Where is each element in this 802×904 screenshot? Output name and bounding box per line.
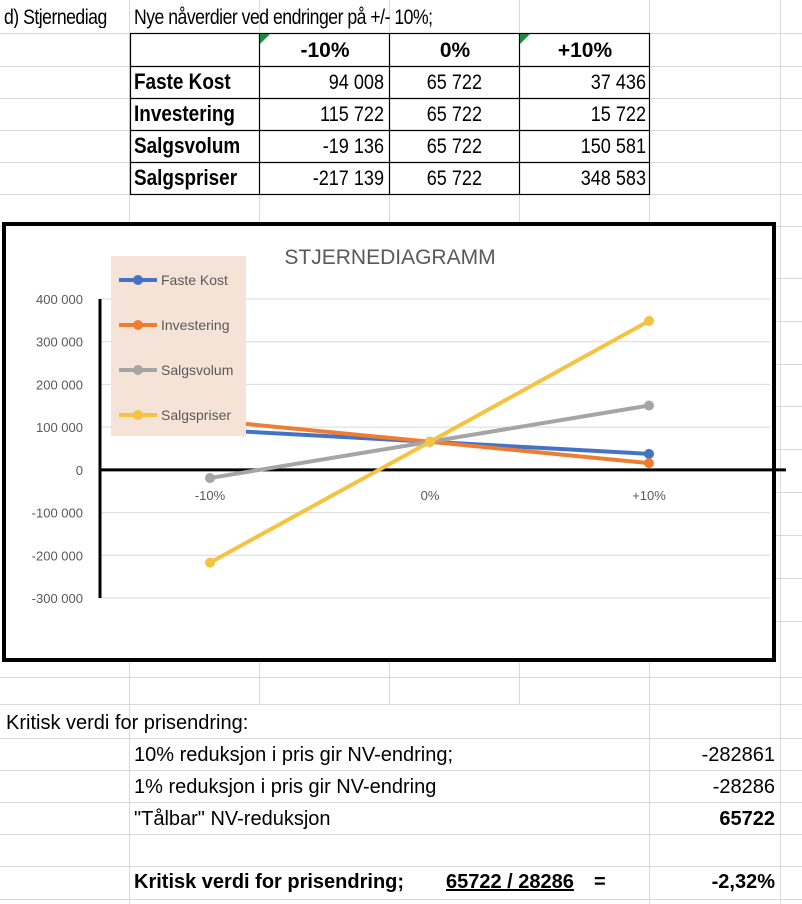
table-cell: 65 722 (426, 135, 482, 158)
data-point[interactable] (644, 458, 654, 469)
data-point[interactable] (205, 473, 215, 484)
row-label-salgspriser: Salgspriser (134, 165, 238, 190)
critical-result-value: -2,32% (711, 871, 775, 893)
table-cell: 37 436 (590, 71, 646, 94)
table-cell: 115 722 (320, 103, 384, 126)
y-tick-label: 0 (76, 463, 83, 478)
column-header-0: 0% (439, 39, 471, 62)
table-cell: 94 008 (328, 71, 384, 94)
data-point[interactable] (644, 400, 654, 411)
y-tick-label: 200 000 (36, 377, 83, 392)
table-cell: 65 722 (426, 71, 482, 94)
x-tick-label: +10% (632, 488, 666, 503)
legend-entry: Salgspriser (161, 407, 231, 423)
legend-marker (133, 320, 143, 330)
chart-title: STJERNEDIAGRAMM (284, 246, 495, 269)
table-cell: 65 722 (426, 167, 482, 190)
y-tick-label: -100 000 (32, 506, 83, 521)
x-tick-label: 0% (421, 488, 440, 503)
critical-result-label: Kritisk verdi for prisendring; (134, 871, 405, 893)
critical-result-formula: 65722 / 28286 (446, 871, 574, 893)
row-label-investering: Investering (134, 101, 235, 126)
table-cell: 348 583 (580, 167, 646, 190)
table-cell: 65 722 (426, 103, 482, 126)
data-point[interactable] (205, 557, 215, 568)
section-label: d) Stjernediag (4, 7, 107, 28)
data-point[interactable] (644, 315, 654, 326)
critical-heading: Kritisk verdi for prisendring: (6, 712, 249, 734)
chart-legend (111, 256, 246, 436)
critical-row-label: "Tålbar" NV-reduksjon (134, 808, 331, 830)
y-tick-label: -300 000 (32, 591, 83, 606)
row-label-faste-kost: Faste Kost (134, 69, 231, 94)
table-cell: 15 722 (590, 103, 646, 126)
y-tick-label: 100 000 (36, 420, 83, 435)
column-header-plus10: +10% (557, 39, 613, 62)
column-header-minus10: -10% (300, 39, 350, 62)
y-tick-label: -200 000 (32, 548, 83, 563)
critical-row-value: -28286 (712, 776, 775, 798)
critical-row-value: -282861 (701, 744, 775, 766)
legend-marker (133, 275, 143, 285)
table-cell: 150 581 (580, 135, 646, 158)
y-tick-label: 300 000 (36, 335, 83, 350)
critical-row-label: 10% reduksjon i pris gir NV-endring; (134, 744, 454, 766)
legend-entry: Salgsvolum (161, 362, 233, 378)
table-cell: -217 139 (312, 167, 384, 190)
legend-entry: Investering (161, 317, 229, 333)
legend-entry: Faste Kost (161, 272, 228, 288)
data-point[interactable] (425, 436, 435, 447)
data-point[interactable] (644, 448, 654, 459)
critical-result-equals: = (594, 871, 606, 893)
x-tick-label: -10% (195, 488, 226, 503)
section-title: Nye nåverdier ved endringer på +/- 10%; (134, 6, 433, 29)
y-tick-label: 400 000 (36, 292, 83, 307)
row-label-salgsvolum: Salgsvolum (134, 133, 241, 158)
critical-row-label: 1% reduksjon i pris gir NV-endring (134, 776, 437, 798)
legend-marker (133, 410, 143, 420)
table-cell: -19 136 (322, 135, 384, 158)
critical-row-value: 65722 (719, 808, 775, 830)
legend-marker (133, 365, 143, 375)
